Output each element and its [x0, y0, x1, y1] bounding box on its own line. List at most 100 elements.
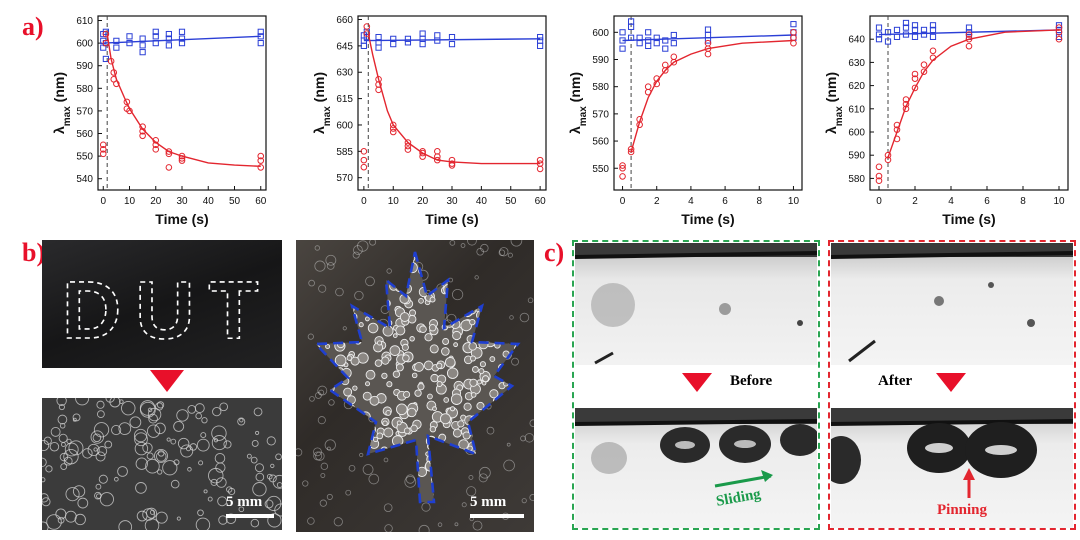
- pinning-before-photo: [831, 243, 1073, 365]
- x-tick-label: 30: [446, 196, 458, 207]
- y-tick-label: 630: [848, 58, 865, 69]
- data-point-circle: [619, 162, 626, 169]
- data-point-circle: [790, 34, 797, 42]
- data-point-square: [390, 41, 397, 48]
- data-point-square: [911, 22, 919, 29]
- data-point-circle: [875, 163, 883, 171]
- data-point-circle: [139, 123, 146, 131]
- data-point-circle: [102, 30, 110, 38]
- maple-leaf-photo: [296, 240, 534, 532]
- data-point-circle: [99, 146, 107, 153]
- y-tick-label: 645: [336, 41, 353, 52]
- data-point-square: [113, 44, 120, 51]
- data-point-circle: [152, 141, 160, 149]
- x-tick-label: 8: [756, 196, 762, 207]
- data-point-square: [360, 42, 367, 49]
- scale-right-label: 5 mm: [470, 494, 507, 510]
- data-point-circle: [965, 31, 973, 38]
- data-point-circle: [790, 29, 797, 36]
- data-point-circle: [929, 47, 937, 55]
- x-tick-label: 6: [984, 196, 990, 207]
- chart-3: 0 2 4 6 8 10 550 560 570 580 590 600 Time (s) λmax (n…: [567, 15, 803, 227]
- x-tick-label: 4: [688, 196, 694, 207]
- data-point-circle: [110, 69, 118, 76]
- y-axis-label: λmax (nm): [311, 72, 333, 134]
- y-tick-label: 570: [336, 173, 353, 184]
- dut-outline-graphic: DUT: [61, 264, 259, 357]
- y-tick-label: 540: [76, 174, 93, 185]
- data-point-circle: [875, 172, 883, 180]
- y-tick-label: 590: [848, 151, 865, 162]
- scale-left-label: 5 mm: [226, 494, 263, 510]
- data-point-square: [165, 35, 172, 42]
- data-point-square: [920, 26, 928, 34]
- data-point-square: [257, 28, 264, 35]
- data-point-circle: [704, 39, 712, 47]
- data-point-circle: [178, 155, 186, 162]
- data-point-circle: [448, 160, 456, 167]
- data-point-square: [670, 31, 677, 39]
- fit-curve: [630, 39, 794, 153]
- data-point-circle: [619, 173, 626, 180]
- scale-bar-left: 5 mm: [226, 494, 274, 518]
- data-point-square: [152, 40, 159, 47]
- data-point-square: [653, 34, 660, 41]
- y-tick-label: 600: [592, 28, 609, 39]
- data-point-square: [375, 44, 382, 51]
- data-point-square: [893, 33, 901, 40]
- data-point-square: [139, 42, 146, 49]
- data-point-square: [537, 37, 544, 44]
- pinning-after-photo: [831, 408, 1073, 528]
- dut-dark-photo: DUT: [42, 240, 282, 368]
- data-point-circle: [920, 68, 928, 75]
- data-point-circle: [644, 88, 652, 96]
- data-point-circle: [139, 127, 146, 135]
- data-point-square: [902, 19, 910, 27]
- y-tick-label: 580: [592, 82, 609, 93]
- x-tick-label: 10: [124, 196, 136, 207]
- data-point-square: [404, 35, 412, 42]
- data-point-square: [178, 35, 186, 42]
- x-tick-label: 10: [1053, 196, 1065, 207]
- data-point-circle: [636, 116, 643, 123]
- y-tick-label: 560: [592, 137, 609, 148]
- data-point-circle: [139, 132, 146, 140]
- data-point-circle: [178, 152, 186, 160]
- x-tick-label: 4: [948, 196, 954, 207]
- data-point-square: [875, 31, 883, 38]
- data-point-square: [434, 32, 441, 39]
- data-point-square: [419, 30, 426, 37]
- before-label: Before: [730, 373, 773, 389]
- data-point-circle: [123, 98, 131, 106]
- y-axis-label: λmax (nm): [823, 72, 845, 134]
- data-point-circle: [165, 164, 173, 171]
- data-point-circle: [627, 145, 635, 153]
- data-point-circle: [404, 139, 412, 146]
- x-tick-label: 50: [229, 196, 241, 207]
- panel-label-c: c): [544, 238, 565, 267]
- data-point-circle: [107, 57, 115, 65]
- data-point-circle: [644, 83, 652, 90]
- data-point-circle: [670, 53, 678, 61]
- data-point-circle: [126, 107, 133, 115]
- data-point-circle: [419, 148, 426, 155]
- y-tick-label: 610: [848, 104, 865, 115]
- data-point-circle: [165, 148, 173, 155]
- data-point-circle: [152, 146, 160, 153]
- x-tick-label: 10: [388, 196, 400, 207]
- scale-bar-right: 5 mm: [470, 494, 524, 518]
- data-point-square: [619, 29, 626, 36]
- x-axis-label: Time (s): [681, 211, 734, 227]
- data-point-square: [636, 34, 643, 41]
- data-point-circle: [1055, 35, 1063, 43]
- data-point-square: [929, 26, 937, 34]
- data-point-square: [662, 37, 669, 44]
- y-tick-label: 620: [848, 81, 865, 92]
- x-tick-label: 60: [535, 196, 547, 207]
- data-point-square: [139, 35, 146, 42]
- x-tick-label: 50: [505, 196, 517, 207]
- x-axis-label: Time (s): [425, 211, 478, 227]
- data-point-square: [619, 37, 626, 44]
- data-point-square: [965, 29, 973, 36]
- data-point-square: [419, 41, 426, 48]
